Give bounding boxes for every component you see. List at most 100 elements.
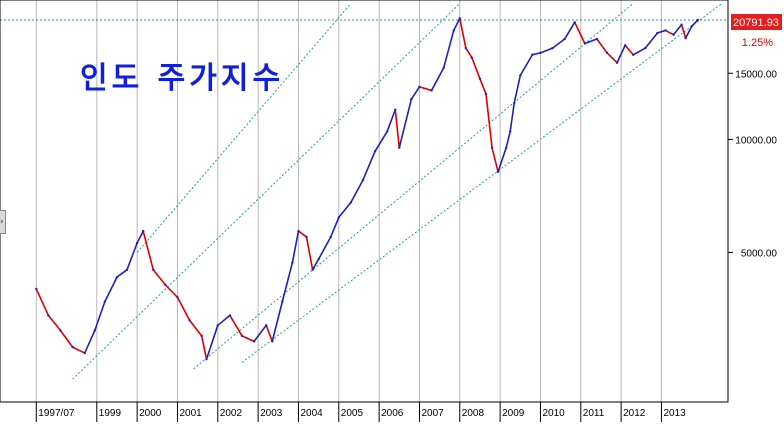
series-segment xyxy=(305,236,314,271)
data-point xyxy=(644,46,647,50)
series-segment xyxy=(690,19,699,28)
series-segment xyxy=(410,86,421,100)
series-segment xyxy=(265,324,274,343)
x-tick-label: 2004 xyxy=(300,408,323,419)
data-point xyxy=(509,130,512,133)
series-segment xyxy=(596,38,608,54)
data-point xyxy=(240,334,244,338)
data-point xyxy=(164,283,167,287)
data-point xyxy=(188,319,191,322)
series-segment xyxy=(329,216,340,238)
change-percent-label: 1.25% xyxy=(742,37,773,49)
side-panel-toggle[interactable]: › xyxy=(0,210,6,234)
series-segment xyxy=(471,56,481,80)
data-point xyxy=(252,340,256,343)
data-point xyxy=(349,201,353,204)
series-segment xyxy=(485,93,493,149)
series-segment xyxy=(164,284,179,299)
data-point xyxy=(605,51,609,55)
data-point xyxy=(504,146,508,149)
data-point xyxy=(464,46,468,50)
series-segment xyxy=(35,288,50,317)
x-tick-label: 2003 xyxy=(260,408,283,419)
data-point xyxy=(680,23,683,26)
data-point xyxy=(291,261,294,264)
data-point xyxy=(513,101,516,105)
data-point xyxy=(430,89,433,92)
series-segment xyxy=(452,17,461,32)
series-segment xyxy=(241,335,255,343)
data-point xyxy=(484,92,488,96)
last-value-badge xyxy=(731,14,782,30)
y-axis: 15000.00 10000.00 5000.00 xyxy=(728,69,777,259)
series-segment xyxy=(442,29,455,69)
trend-channel-line-1 xyxy=(72,3,461,380)
series-segment xyxy=(509,102,516,133)
plot-background xyxy=(0,0,728,402)
data-point xyxy=(478,77,482,80)
series-segment xyxy=(281,261,294,303)
data-point xyxy=(595,37,599,41)
data-point xyxy=(490,146,494,149)
data-point xyxy=(684,36,687,40)
trend-channel-lines xyxy=(72,3,723,380)
data-point xyxy=(615,61,619,64)
data-point xyxy=(271,340,274,343)
series-segment xyxy=(418,86,433,92)
x-tick-label: 1997/07 xyxy=(38,408,75,419)
series-segment xyxy=(430,67,445,92)
series-segment xyxy=(513,74,522,104)
series-segment xyxy=(291,230,300,264)
data-point xyxy=(410,97,413,101)
series-segment xyxy=(394,108,401,149)
series-segment xyxy=(551,38,566,49)
series-segment xyxy=(337,201,352,219)
series-segment xyxy=(47,314,62,332)
x-axis: 1997/07 1999 2000 2001 2002 2003 2004 2005 2006 2… xyxy=(35,402,686,422)
y-tick-label: 10000.00 xyxy=(735,135,777,146)
trend-channel-line-2 xyxy=(136,3,352,253)
series-segment xyxy=(142,230,155,271)
series-segment xyxy=(200,335,208,360)
x-axis-band xyxy=(0,402,728,425)
x-tick-label: 1999 xyxy=(99,408,122,419)
data-point xyxy=(664,29,667,32)
data-point xyxy=(59,329,62,332)
series-segment xyxy=(606,52,618,64)
series-segment xyxy=(362,150,376,181)
series-segment xyxy=(563,21,576,40)
data-point xyxy=(394,108,397,111)
series-segment xyxy=(297,230,308,238)
x-tick-label: 2002 xyxy=(220,408,243,419)
data-point xyxy=(200,334,203,338)
x-tick-label: 2005 xyxy=(341,408,364,419)
data-point xyxy=(115,275,119,279)
series-segment xyxy=(573,21,586,45)
series-segment xyxy=(465,47,473,59)
x-tick-label: 2011 xyxy=(583,408,605,419)
series-segment xyxy=(656,29,667,34)
data-point xyxy=(623,44,627,47)
data-point xyxy=(83,351,86,355)
series-segment xyxy=(479,77,487,95)
series-segment xyxy=(680,23,687,39)
data-point xyxy=(71,345,74,349)
data-point xyxy=(305,235,308,239)
data-point xyxy=(531,53,534,56)
series-segment xyxy=(311,258,320,271)
data-point xyxy=(385,130,389,133)
series-segment xyxy=(271,300,284,343)
series-segment xyxy=(505,130,512,149)
data-point xyxy=(398,146,401,149)
data-point xyxy=(361,178,365,182)
series-segment xyxy=(458,17,467,49)
series-segment xyxy=(672,23,683,36)
data-point xyxy=(311,268,314,271)
data-point xyxy=(583,42,587,45)
series-segment xyxy=(317,236,332,260)
x-tick-label: 2000 xyxy=(139,408,162,419)
series-segment xyxy=(253,324,267,343)
series-segment xyxy=(684,25,693,39)
x-tick-label: 2001 xyxy=(179,408,202,419)
data-point xyxy=(632,53,635,56)
